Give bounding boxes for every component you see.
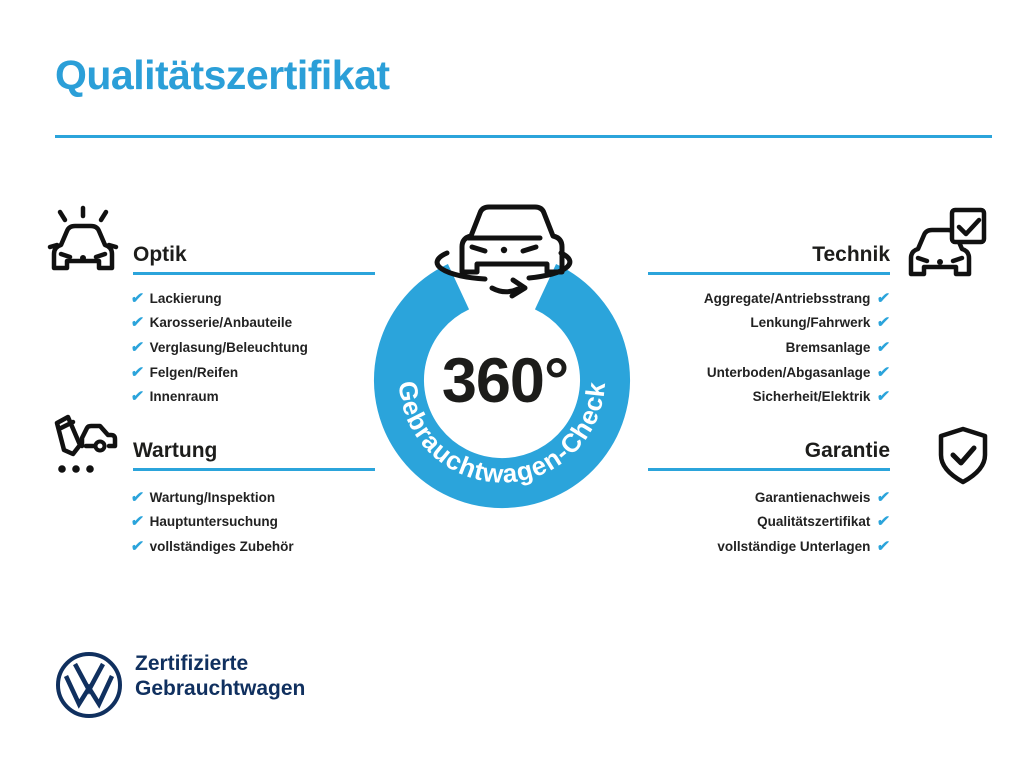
check-item: ✔ Verglasung/Beleuchtung	[129, 335, 308, 360]
check-item-label: vollständiges Zubehör	[149, 538, 294, 554]
badge-360-ring: Gebrauchtwagen-Check 360°	[374, 204, 630, 509]
ring-arc	[374, 264, 630, 509]
optik-list: ✔ Lackierung ✔ Karosserie/Anbauteile ✔ Verg…	[129, 286, 308, 409]
title-divider	[55, 135, 992, 138]
wartung-list: ✔ Wartung/Inspektion ✔ Hauptuntersuchung ✔…	[129, 485, 294, 559]
degrees-label: 360°	[442, 346, 568, 416]
check-item-label: Sicherheit/Elektrik	[752, 389, 871, 405]
section-rule-garantie	[648, 468, 890, 471]
car-checklist-icon	[908, 207, 987, 277]
check-item: Aggregate/Antriebsstrang ✔	[590, 286, 892, 311]
check-item: Sicherheit/Elektrik ✔	[590, 384, 892, 409]
check-item: Lenkung/Fahrwerk ✔	[590, 311, 892, 336]
technik-list: Aggregate/Antriebsstrang ✔ Lenkung/Fahrwe…	[590, 286, 892, 409]
section-title-optik: Optik	[133, 243, 187, 266]
check-icon: ✔	[876, 289, 892, 307]
sparkling-car-icon	[47, 205, 119, 271]
check-icon: ✔	[876, 513, 892, 531]
brand-line-1: Zertifizierte	[135, 652, 249, 675]
check-icon: ✔	[129, 363, 145, 381]
check-item-label: Hauptuntersuchung	[149, 514, 278, 530]
check-item-label: vollständige Unterlagen	[717, 538, 871, 554]
check-item-label: Lenkung/Fahrwerk	[750, 315, 871, 331]
check-item: ✔ Felgen/Reifen	[129, 360, 308, 385]
check-item: Garantienachweis ✔	[590, 485, 892, 510]
page-title: Qualitätszertifikat	[55, 52, 390, 98]
check-icon: ✔	[876, 537, 892, 555]
section-rule-optik	[133, 272, 375, 275]
check-item: ✔ Innenraum	[129, 384, 308, 409]
check-icon: ✔	[876, 388, 892, 406]
check-item: ✔ vollständiges Zubehör	[129, 534, 294, 559]
check-icon: ✔	[129, 388, 145, 406]
brand-line-2: Gebrauchtwagen	[135, 676, 306, 700]
check-icon: ✔	[129, 513, 145, 531]
check-item-label: Garantienachweis	[754, 489, 871, 505]
check-icon: ✔	[876, 314, 892, 332]
check-item-label: Lackierung	[149, 290, 222, 306]
brand-text: Zertifizierte Gebrauchtwagen	[135, 652, 305, 701]
check-item-label: Felgen/Reifen	[149, 364, 239, 380]
check-icon: ✔	[876, 488, 892, 506]
section-rule-technik	[648, 272, 890, 275]
check-item: ✔ Hauptuntersuchung	[129, 510, 294, 535]
check-icon: ✔	[129, 289, 145, 307]
check-icon: ✔	[129, 488, 145, 506]
check-icon: ✔	[876, 363, 892, 381]
check-icon: ✔	[129, 338, 145, 356]
check-item-label: Karosserie/Anbauteile	[149, 315, 293, 331]
check-item-label: Aggregate/Antriebsstrang	[703, 290, 871, 306]
garantie-list: Garantienachweis ✔ Qualitätszertifikat ✔ v…	[590, 485, 892, 559]
check-item: vollständige Unterlagen ✔	[590, 534, 892, 559]
check-icon: ✔	[876, 338, 892, 356]
shield-check-icon	[938, 426, 988, 485]
car-rotation-icon	[434, 204, 573, 299]
service-record-icon	[54, 414, 118, 473]
check-item-label: Unterboden/Abgasanlage	[706, 364, 871, 380]
check-item-label: Qualitätszertifikat	[757, 514, 871, 530]
section-title-garantie: Garantie	[804, 439, 890, 462]
check-item-label: Wartung/Inspektion	[149, 489, 276, 505]
section-title-technik: Technik	[812, 243, 890, 266]
check-item: ✔ Lackierung	[129, 286, 308, 311]
check-icon: ✔	[129, 537, 145, 555]
check-icon: ✔	[129, 314, 145, 332]
section-rule-wartung	[133, 468, 375, 471]
check-item-label: Innenraum	[149, 389, 219, 405]
check-item: Qualitätszertifikat ✔	[590, 510, 892, 535]
check-item: ✔ Karosserie/Anbauteile	[129, 311, 308, 336]
check-item-label: Bremsanlage	[785, 339, 871, 355]
check-item: ✔ Wartung/Inspektion	[129, 485, 294, 510]
check-item: Unterboden/Abgasanlage ✔	[590, 360, 892, 385]
vw-logo	[56, 652, 122, 718]
check-item-label: Verglasung/Beleuchtung	[149, 339, 308, 355]
check-item: Bremsanlage ✔	[590, 335, 892, 360]
section-title-wartung: Wartung	[133, 439, 218, 462]
